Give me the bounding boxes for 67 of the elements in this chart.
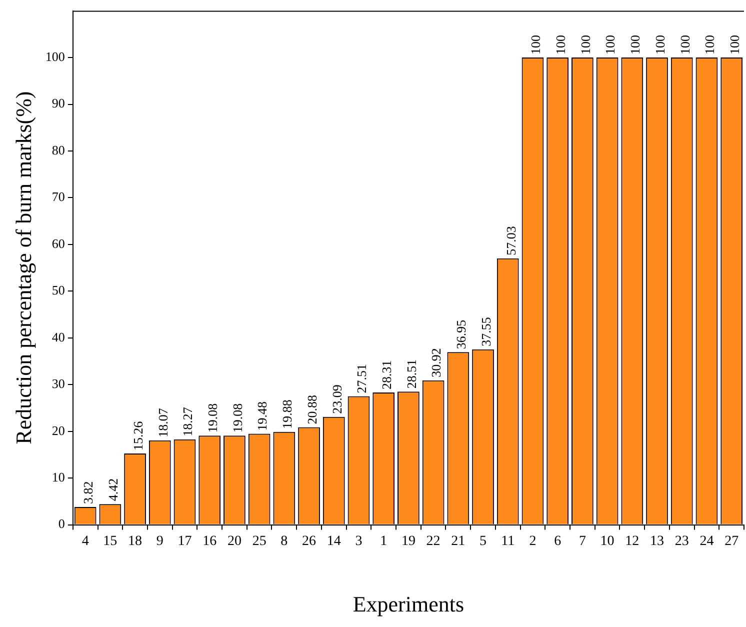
y-tick-label: 40 [52,329,65,344]
x-tick-label: 25 [252,534,266,549]
x-tick-label: 12 [625,534,640,549]
data-label: 3.82 [80,481,96,504]
data-label: 100 [726,35,742,55]
y-tick-label: 70 [52,189,65,204]
data-label: 15.26 [130,420,146,450]
data-label: 100 [652,35,668,55]
y-tick-label: 30 [52,376,65,392]
data-label: 100 [578,35,593,55]
x-tick-label: 13 [650,534,664,549]
data-label: 37.55 [478,317,494,346]
y-axis-title: Reduction percentage of burn marks(%) [10,91,36,444]
y-tick-label: 80 [52,142,65,158]
data-label: 18.27 [180,406,196,436]
y-tick-label: 0 [58,516,65,532]
x-tick-label: 26 [302,534,316,549]
x-tick-label: 20 [227,534,242,549]
x-tick-label: 2 [529,534,536,549]
y-tick-label: 90 [52,96,65,111]
x-tick-label: 19 [401,534,416,549]
x-tick-label: 27 [724,534,739,549]
x-tick-label: 1 [380,534,388,549]
data-label: 36.95 [454,320,469,350]
x-tick-label: 6 [554,534,562,549]
y-tick-label: 10 [52,469,65,484]
x-tick-label: 5 [480,534,487,549]
data-label: 19.88 [280,400,295,429]
data-label: 19.08 [205,403,220,433]
x-tick-label: 7 [578,534,586,549]
x-tick-label: 17 [178,534,192,549]
x-tick-label: 16 [202,534,217,549]
data-label: 57.03 [503,226,518,256]
x-tick-label: 11 [501,534,515,549]
data-label: 28.51 [404,359,419,389]
data-label: 19.48 [254,402,270,431]
data-label: 19.08 [230,403,245,433]
data-label: 27.51 [354,364,370,394]
y-tick-label: 60 [52,236,65,251]
x-tick-label: 24 [700,534,714,549]
data-label: 18.07 [155,408,170,438]
data-label: 28.31 [379,360,394,390]
data-label: 100 [702,35,718,55]
x-tick-label: 10 [600,534,614,549]
y-tick-label: 50 [52,282,65,298]
x-axis-title: Experiments [352,592,464,617]
data-label: 4.42 [106,478,121,502]
data-label: 100 [628,35,643,55]
y-tick-label: 100 [45,48,65,64]
x-tick-label: 15 [103,534,118,549]
data-label: 20.88 [304,394,320,424]
data-label: 23.09 [329,384,344,414]
data-label: 100 [602,35,618,55]
data-label: 100 [528,35,544,55]
data-label: 30.92 [428,348,444,378]
x-tick-label: 8 [280,534,288,549]
x-tick-label: 14 [326,534,341,549]
y-tick-label: 20 [52,422,65,438]
x-tick-label: 4 [82,534,89,549]
data-label: 100 [677,35,692,55]
x-tick-label: 23 [674,534,689,549]
x-tick-label: 22 [426,534,440,549]
x-tick-label: 21 [451,534,466,549]
x-tick-label: 9 [156,534,164,549]
x-tick-label: 18 [128,534,142,549]
data-label: 100 [553,35,568,55]
x-tick-label: 3 [355,534,362,549]
